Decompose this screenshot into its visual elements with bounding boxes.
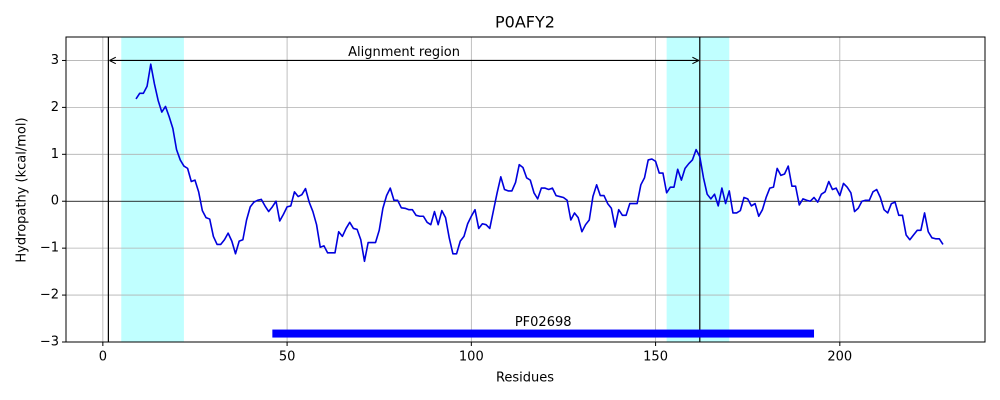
alignment-label: Alignment region bbox=[348, 45, 460, 60]
y-tick-label: 2 bbox=[51, 100, 59, 115]
shaded-region bbox=[666, 37, 730, 342]
x-axis-label: Residues bbox=[496, 371, 554, 386]
y-tick-label: −2 bbox=[40, 288, 59, 303]
x-tick-label: 50 bbox=[279, 350, 296, 365]
y-axis-label: Hydropathy (kcal/mol) bbox=[15, 117, 30, 262]
shaded-region bbox=[121, 37, 184, 342]
y-tick-label: −1 bbox=[40, 241, 59, 256]
y-tick-label: −3 bbox=[40, 335, 59, 350]
x-tick-label: 150 bbox=[643, 350, 668, 365]
domain-bar bbox=[272, 329, 815, 338]
domain-label: PF02698 bbox=[515, 315, 572, 330]
hydropathy-line bbox=[135, 63, 944, 263]
chart-title: P0AFY2 bbox=[495, 13, 555, 32]
x-tick-label: 0 bbox=[99, 350, 107, 365]
plot-frame bbox=[65, 36, 986, 343]
y-tick-label: 3 bbox=[51, 53, 59, 68]
x-tick-label: 200 bbox=[827, 350, 852, 365]
y-tick-label: 0 bbox=[51, 194, 59, 209]
y-tick-label: 1 bbox=[51, 147, 59, 162]
x-tick-label: 100 bbox=[459, 350, 484, 365]
